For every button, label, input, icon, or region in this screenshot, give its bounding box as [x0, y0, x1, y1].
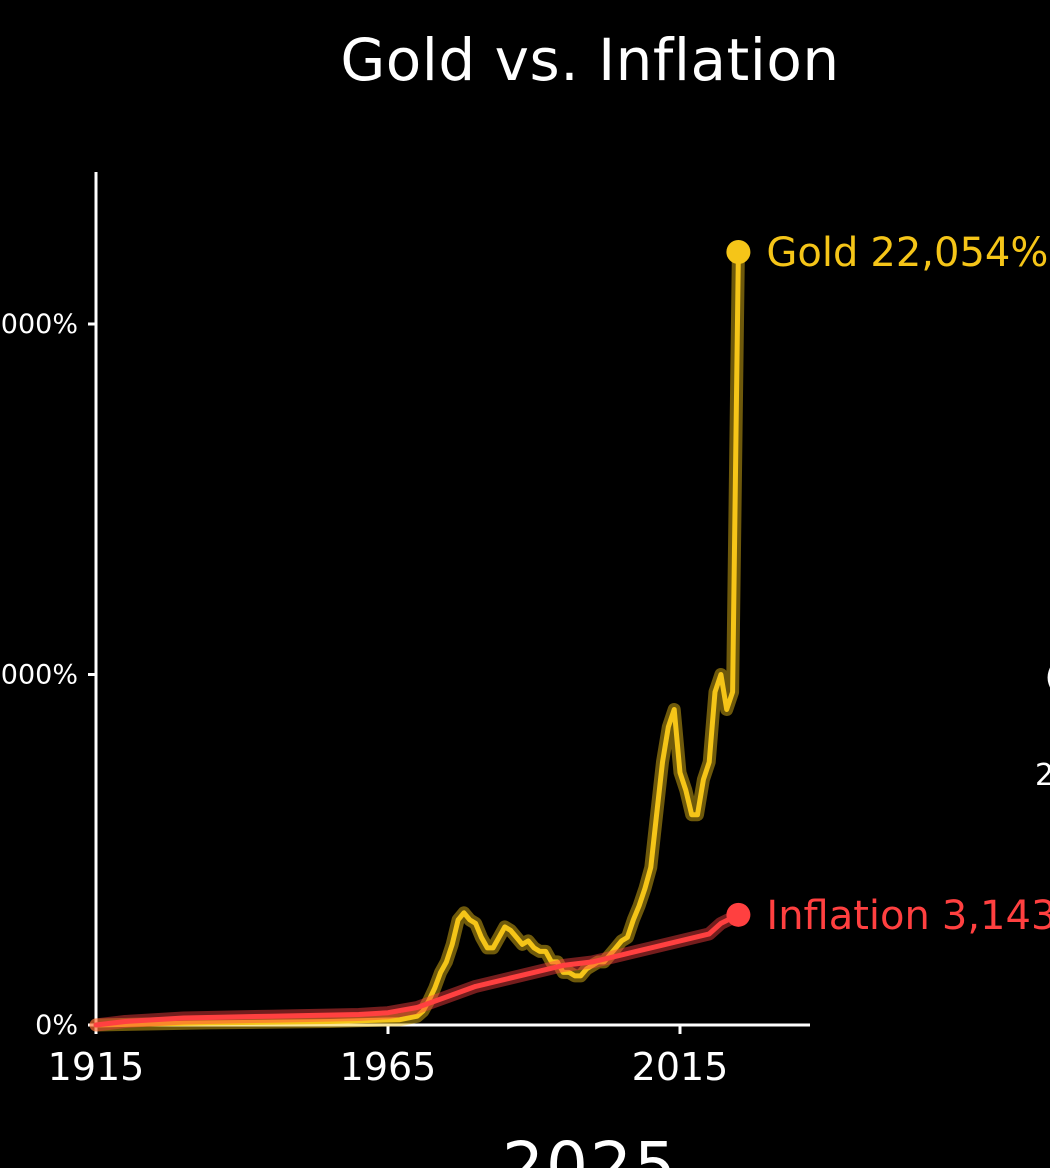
cutoff-label-fragment: 2	[1035, 758, 1050, 793]
current-year-label: 2025	[502, 1128, 678, 1168]
y-tick-label: 000%	[1, 309, 78, 340]
cutoff-label-fragment: (	[1045, 660, 1050, 695]
y-tick-label: 0%	[35, 1010, 78, 1041]
axes	[94, 172, 810, 1027]
gold-end-point	[726, 240, 751, 265]
inflation-end-point	[726, 902, 751, 927]
inflation-end-label-value: 3,143	[942, 893, 1050, 939]
gold-series-glow	[89, 245, 745, 1032]
gold-end-label-value: 22,054%	[870, 230, 1048, 276]
end-labels: Gold 22,054% Inflation 3,143	[766, 230, 1050, 939]
x-tick-label: 2015	[632, 1045, 729, 1089]
x-tick-label: 1915	[48, 1045, 145, 1089]
gold-end-label: Gold 22,054%	[766, 230, 1048, 276]
x-ticks: 1915 1965 2015	[48, 1025, 729, 1089]
x-tick-label: 1965	[340, 1045, 437, 1089]
inflation-end-label: Inflation 3,143	[766, 893, 1050, 939]
inflation-series-line	[93, 912, 741, 1028]
chart-title: Gold vs. Inflation	[340, 26, 840, 94]
gold-series-line	[93, 249, 741, 1028]
inflation-end-label-name: Inflation	[766, 893, 929, 939]
gold-end-label-name: Gold	[766, 230, 858, 276]
y-tick-label: 000%	[1, 660, 78, 691]
y-ticks: 0% 000% 000%	[1, 309, 96, 1041]
series-layer	[89, 240, 751, 1032]
